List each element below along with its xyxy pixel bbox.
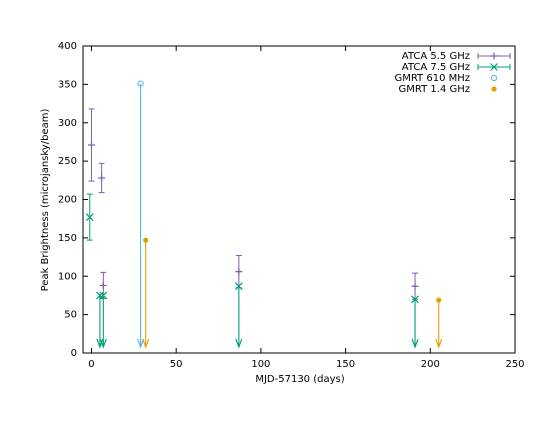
y-tick-label: 200: [58, 195, 77, 206]
x-tick-label: 200: [421, 359, 440, 370]
upper-limit-arrow: [137, 83, 145, 349]
y-tick-label: 100: [58, 271, 77, 282]
legend-label: GMRT 1.4 GHz: [399, 84, 470, 95]
marker: [411, 295, 419, 304]
marker: [411, 282, 419, 290]
legend-marker: [490, 74, 498, 82]
marker: [234, 282, 243, 291]
upper-limit-arrow: [411, 299, 419, 349]
legend-marker: [491, 86, 497, 92]
marker: [137, 80, 144, 87]
x-tick-label: 0: [88, 359, 94, 370]
marker: [235, 268, 243, 276]
x-tick-label: 100: [251, 359, 270, 370]
marker: [98, 174, 106, 182]
legend-marker: [490, 63, 498, 71]
y-tick-label: 150: [58, 233, 77, 244]
marker: [143, 237, 149, 243]
y-axis-label: Peak Brightness (microjansky/beam): [40, 109, 51, 292]
legend-marker: [490, 52, 498, 60]
x-tick-label: 250: [505, 359, 524, 370]
upper-limit-arrow: [235, 286, 243, 349]
marker: [96, 291, 104, 300]
y-tick-label: 0: [71, 348, 77, 359]
upper-limit-arrow: [435, 300, 443, 349]
marker: [99, 281, 107, 289]
x-tick-label: 50: [170, 359, 183, 370]
legend-label: ATCA 7.5 GHz: [402, 62, 470, 73]
y-tick-label: 300: [58, 118, 77, 129]
marker: [85, 213, 94, 222]
upper-limit-arrow: [142, 240, 150, 349]
y-tick-label: 350: [58, 79, 77, 90]
x-axis-label: MJD-57130 (days): [255, 374, 344, 385]
y-tick-label: 250: [58, 156, 77, 167]
y-tick-label: 400: [58, 41, 77, 52]
upper-limit-arrow: [99, 295, 107, 349]
legend-label: ATCA 5.5 GHz: [402, 51, 470, 62]
marker: [87, 141, 95, 149]
y-tick-label: 50: [64, 310, 77, 321]
x-tick-label: 150: [336, 359, 355, 370]
marker: [436, 297, 442, 303]
upper-limit-arrow: [96, 295, 104, 349]
marker: [99, 291, 108, 300]
legend-label: GMRT 610 MHz: [394, 73, 470, 84]
